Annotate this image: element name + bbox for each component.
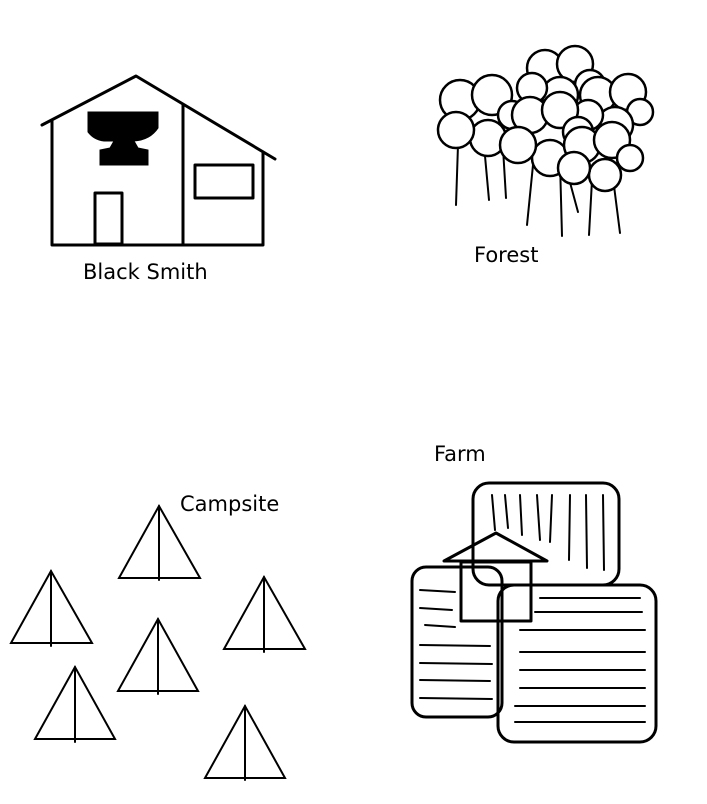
location-blacksmith[interactable]: Black Smith bbox=[40, 74, 277, 284]
tent-icon bbox=[203, 703, 287, 781]
anvil-icon bbox=[87, 111, 159, 166]
tent-icon bbox=[33, 664, 117, 743]
tent-icon bbox=[222, 574, 307, 653]
trees-icon bbox=[436, 44, 655, 237]
location-farm[interactable]: Farm bbox=[410, 442, 658, 744]
location-campsite[interactable]: Campsite bbox=[9, 492, 307, 781]
tent-icon bbox=[117, 503, 202, 581]
forest-label: Forest bbox=[474, 243, 538, 267]
location-forest[interactable]: Forest bbox=[436, 44, 655, 267]
blacksmith-label: Black Smith bbox=[83, 260, 208, 284]
tent-icon bbox=[9, 568, 94, 647]
campsite-label: Campsite bbox=[180, 492, 279, 516]
farm-label: Farm bbox=[434, 442, 486, 466]
anvil-house-icon bbox=[40, 74, 277, 247]
farmhouse-icon bbox=[442, 531, 549, 623]
tents-icon bbox=[9, 503, 307, 781]
farm-fields-icon bbox=[410, 481, 658, 744]
tent-icon bbox=[116, 616, 200, 695]
